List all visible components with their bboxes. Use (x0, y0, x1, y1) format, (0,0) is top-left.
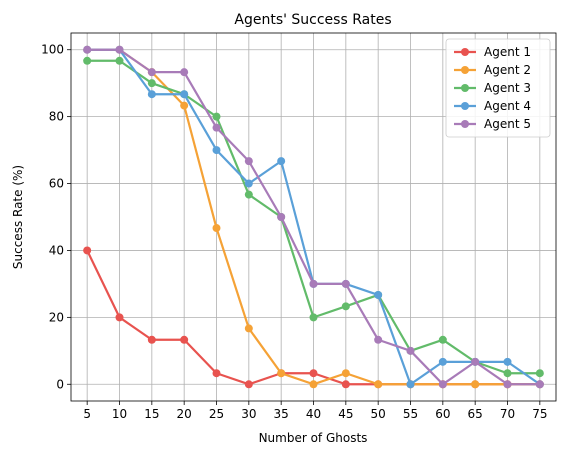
data-point (535, 369, 544, 378)
x-tick-label: 60 (435, 407, 450, 421)
data-point (212, 146, 221, 155)
data-point (309, 369, 318, 378)
data-point (147, 68, 156, 77)
data-point (147, 90, 156, 99)
data-point (503, 357, 512, 366)
data-point (309, 279, 318, 288)
data-point (244, 179, 253, 188)
legend-item: Agent 5 (454, 117, 531, 131)
data-point (341, 369, 350, 378)
data-point (374, 335, 383, 344)
data-point (244, 324, 253, 333)
legend: Agent 1 Agent 2 Agent 3 Agent 4 Agent 5 (445, 38, 551, 138)
data-point (406, 380, 415, 389)
data-point (277, 369, 286, 378)
x-tick-label: 10 (112, 407, 127, 421)
y-tick-label: 80 (49, 110, 64, 124)
data-point (83, 246, 92, 255)
x-axis-label: Number of Ghosts (259, 431, 368, 445)
data-point (115, 45, 124, 54)
data-point (180, 101, 189, 110)
y-axis-ticks: 0 20 40 60 80 100 (41, 43, 71, 391)
data-point (212, 224, 221, 233)
x-tick-label: 70 (500, 407, 515, 421)
legend-swatch-marker (461, 84, 469, 92)
data-point (341, 380, 350, 389)
legend-item: Agent 1 (454, 45, 531, 59)
chart-title: Agents' Success Rates (234, 12, 391, 28)
legend-item: Agent 4 (454, 99, 531, 113)
legend-swatch-marker (461, 120, 469, 128)
x-tick-label: 75 (532, 407, 547, 421)
data-point (244, 190, 253, 199)
x-tick-label: 35 (274, 407, 289, 421)
series-agent-3 (83, 56, 544, 378)
y-tick-label: 100 (41, 43, 64, 57)
data-point (180, 335, 189, 344)
data-point (212, 112, 221, 121)
data-point (471, 357, 480, 366)
x-tick-label: 15 (144, 407, 159, 421)
x-tick-label: 20 (177, 407, 192, 421)
legend-swatch-marker (461, 102, 469, 110)
data-point (341, 302, 350, 311)
legend-swatch-marker (461, 48, 469, 56)
y-tick-label: 0 (56, 377, 64, 391)
data-point (438, 357, 447, 366)
data-point (244, 380, 253, 389)
data-point (309, 380, 318, 389)
x-tick-label: 40 (306, 407, 321, 421)
x-axis-ticks: 5 10 15 20 25 30 35 40 45 50 55 60 65 70 75 (83, 401, 547, 421)
x-tick-label: 25 (209, 407, 224, 421)
data-point (180, 90, 189, 99)
data-point (212, 123, 221, 132)
data-point (535, 380, 544, 389)
data-point (309, 313, 318, 322)
legend-box (445, 38, 551, 138)
legend-item: Agent 2 (454, 63, 531, 77)
data-point (83, 56, 92, 65)
data-point (115, 56, 124, 65)
x-tick-label: 55 (403, 407, 418, 421)
legend-label: Agent 2 (484, 63, 531, 77)
data-point (503, 380, 512, 389)
legend-item: Agent 3 (454, 81, 531, 95)
data-point (147, 335, 156, 344)
series-layer (83, 45, 544, 389)
data-point (438, 380, 447, 389)
legend-label: Agent 3 (484, 81, 531, 95)
legend-label: Agent 4 (484, 99, 531, 113)
x-tick-label: 5 (83, 407, 91, 421)
data-point (83, 45, 92, 54)
x-tick-label: 45 (338, 407, 353, 421)
data-point (147, 79, 156, 88)
data-point (277, 213, 286, 221)
data-point (503, 369, 512, 378)
plot-frame (70, 32, 557, 402)
x-tick-label: 50 (371, 407, 386, 421)
data-point (438, 335, 447, 344)
x-tick-label: 65 (468, 407, 483, 421)
data-point (406, 346, 415, 355)
y-tick-label: 40 (49, 243, 64, 257)
data-point (471, 380, 480, 389)
data-point (374, 290, 383, 299)
data-point (374, 380, 383, 389)
data-point (244, 157, 253, 166)
data-point (115, 313, 124, 322)
y-axis-label: Success Rate (%) (11, 165, 25, 269)
y-tick-label: 60 (49, 177, 64, 191)
data-point (277, 157, 286, 166)
series-agent-5 (83, 45, 544, 389)
legend-swatch-marker (461, 66, 469, 74)
data-point (341, 279, 350, 288)
data-point (212, 369, 221, 378)
legend-label: Agent 1 (484, 45, 531, 59)
data-point (180, 68, 189, 77)
x-tick-label: 30 (241, 407, 256, 421)
legend-label: Agent 5 (484, 117, 531, 131)
y-tick-label: 20 (49, 310, 64, 324)
